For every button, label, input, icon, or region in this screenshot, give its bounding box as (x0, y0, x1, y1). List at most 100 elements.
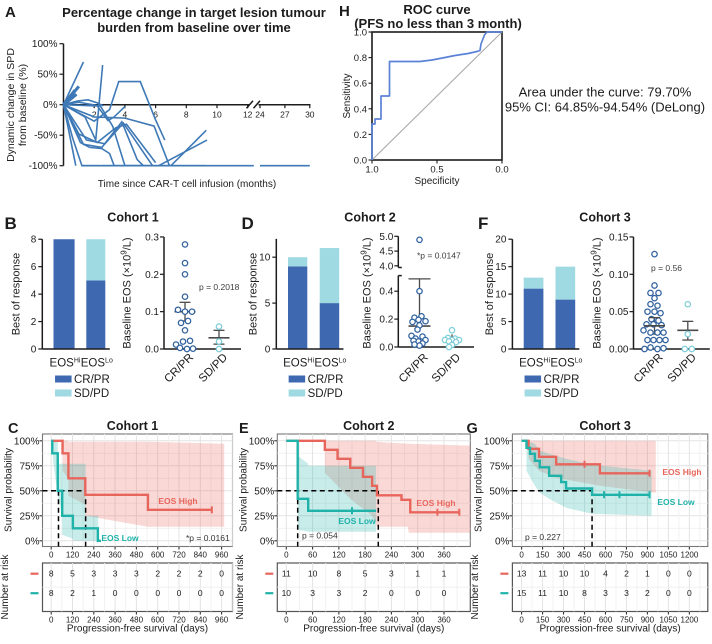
svg-text:B: B (5, 214, 17, 233)
svg-text:50%: 50% (254, 486, 274, 497)
svg-text:Number at risk: Number at risk (470, 553, 481, 619)
svg-text:60: 60 (308, 551, 317, 560)
svg-text:F: F (478, 214, 488, 233)
svg-text:0.0: 0.0 (379, 343, 393, 354)
svg-text:75%: 75% (19, 461, 39, 472)
svg-text:H: H (339, 3, 350, 20)
svg-text:900: 900 (641, 551, 655, 560)
svg-text:2: 2 (92, 110, 97, 120)
svg-text:15: 15 (495, 262, 507, 273)
svg-text:1: 1 (442, 569, 447, 579)
svg-text:0.6: 0.6 (354, 79, 367, 90)
svg-text:2: 2 (31, 317, 37, 328)
svg-text:A: A (5, 4, 16, 21)
svg-text:10: 10 (282, 588, 292, 598)
svg-text:3: 3 (91, 569, 96, 579)
svg-text:600: 600 (151, 551, 165, 560)
svg-text:D: D (242, 214, 254, 233)
svg-text:0%: 0% (495, 536, 510, 547)
svg-text:240: 240 (87, 616, 101, 625)
svg-text:Area under the curve: 79.70%: Area under the curve: 79.70% (519, 85, 692, 100)
svg-text:CR/PR: CR/PR (74, 374, 110, 386)
svg-text:0: 0 (219, 569, 224, 579)
svg-text:G: G (467, 421, 478, 437)
svg-text:Best of response: Best of response (248, 253, 260, 336)
svg-text:Best of response: Best of response (484, 253, 496, 336)
svg-text:2: 2 (177, 569, 182, 579)
svg-text:2: 2 (198, 569, 203, 579)
svg-text:360: 360 (437, 551, 451, 560)
svg-text:Time since CAR-T cell infusion: Time since CAR-T cell infusion (months) (98, 179, 276, 190)
svg-text:0.0: 0.0 (495, 165, 508, 176)
svg-text:150: 150 (536, 551, 550, 560)
svg-text:*p = 0.0147: *p = 0.0147 (417, 251, 461, 261)
svg-text:0: 0 (49, 551, 54, 560)
svg-text:95% CI: 64.85%-94.54% (DeLong): 95% CI: 64.85%-94.54% (DeLong) (505, 100, 705, 115)
svg-text:3: 3 (624, 588, 629, 598)
svg-text:10: 10 (495, 290, 507, 301)
svg-text:30: 30 (305, 110, 315, 120)
svg-text:10: 10 (259, 253, 271, 264)
svg-text:1050: 1050 (660, 616, 678, 625)
svg-text:1200: 1200 (681, 616, 699, 625)
svg-text:EOS High: EOS High (416, 498, 455, 508)
svg-text:Baseline EOS (×109/L): Baseline EOS (×109/L) (590, 237, 604, 348)
svg-text:1: 1 (415, 569, 420, 579)
svg-text:0: 0 (415, 588, 420, 598)
svg-text:0: 0 (442, 588, 447, 598)
svg-text:0: 0 (284, 616, 289, 625)
svg-text:Number at risk: Number at risk (235, 553, 246, 619)
svg-text:100%: 100% (32, 39, 58, 50)
svg-text:4: 4 (31, 290, 37, 301)
svg-text:50%: 50% (37, 70, 57, 81)
svg-text:SD/PD: SD/PD (544, 388, 579, 400)
svg-text:8: 8 (31, 235, 37, 246)
svg-text:Cohort 1: Cohort 1 (107, 419, 158, 433)
svg-text:15: 15 (517, 588, 527, 598)
svg-text:0.2: 0.2 (145, 270, 159, 281)
svg-text:0: 0 (155, 588, 160, 598)
svg-text:0: 0 (177, 588, 182, 598)
svg-text:10: 10 (212, 110, 222, 120)
svg-text:EOS High: EOS High (662, 467, 701, 477)
svg-text:300: 300 (411, 616, 425, 625)
svg-text:Number at risk: Number at risk (0, 553, 11, 619)
svg-text:600: 600 (151, 616, 165, 625)
svg-text:240: 240 (385, 616, 399, 625)
svg-text:p = 0.56: p = 0.56 (651, 263, 682, 273)
svg-text:960: 960 (215, 616, 229, 625)
svg-text:from baseline (%): from baseline (%) (17, 64, 29, 146)
svg-text:Baseline EOS (×109/L): Baseline EOS (×109/L) (360, 237, 374, 348)
svg-text:2: 2 (363, 588, 368, 598)
svg-text:0: 0 (219, 588, 224, 598)
svg-text:120: 120 (332, 616, 346, 625)
svg-text:*p = 0.0161: *p = 0.0161 (186, 533, 230, 543)
svg-text:2: 2 (624, 569, 629, 579)
svg-text:0: 0 (687, 569, 692, 579)
svg-text:EOSHi: EOSHi (283, 358, 314, 370)
svg-text:1: 1 (645, 569, 650, 579)
svg-text:50%: 50% (489, 486, 509, 497)
svg-text:0.05: 0.05 (609, 307, 629, 318)
svg-text:Baseline EOS (×109/L): Baseline EOS (×109/L) (120, 237, 134, 348)
svg-text:960: 960 (215, 551, 229, 560)
svg-text:11: 11 (538, 569, 547, 579)
svg-text:0.4: 0.4 (354, 104, 367, 115)
svg-text:-50%: -50% (34, 131, 57, 142)
svg-text:25%: 25% (489, 511, 509, 522)
svg-text:0: 0 (666, 569, 671, 579)
svg-text:11: 11 (282, 569, 291, 579)
svg-text:12: 12 (243, 110, 253, 120)
svg-text:600: 600 (599, 616, 613, 625)
svg-text:13: 13 (517, 569, 527, 579)
svg-text:EOSLo: EOSLo (81, 358, 113, 370)
svg-text:EOS Low: EOS Low (338, 516, 376, 526)
svg-text:11: 11 (538, 588, 547, 598)
svg-text:120: 120 (66, 551, 80, 560)
svg-text:EOSLo: EOSLo (550, 358, 582, 370)
svg-text:450: 450 (578, 616, 592, 625)
svg-text:8: 8 (49, 588, 54, 598)
svg-text:750: 750 (620, 616, 634, 625)
svg-text:EOS Low: EOS Low (101, 533, 139, 543)
svg-text:CR/PR: CR/PR (544, 374, 580, 386)
